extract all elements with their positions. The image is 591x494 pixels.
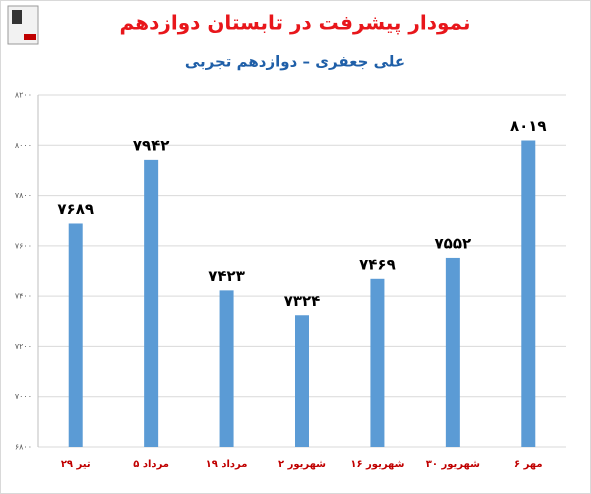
- y-tick-label: ۷۲۰۰: [15, 342, 32, 351]
- y-tick-label: ۸۲۰۰: [15, 91, 32, 100]
- bar: [295, 315, 309, 447]
- x-tick-label: ۲۹ تیر: [61, 459, 91, 470]
- x-tick-label: ۵ مرداد: [133, 459, 169, 470]
- bar: [521, 140, 536, 447]
- x-tick-label: ۱۶ شهریور: [350, 459, 404, 470]
- bar: [219, 290, 234, 447]
- value-label: ۷۳۲۴: [284, 292, 321, 310]
- bar: [445, 257, 460, 447]
- y-tick-label: ۷۴۰۰: [15, 292, 32, 301]
- y-tick-label: ۶۸۰۰: [15, 443, 32, 452]
- x-tick-label: ۶ مهر: [514, 459, 543, 470]
- y-tick-label: ۷۶۰۰: [15, 241, 32, 250]
- value-label: ۷۵۵۲: [435, 234, 472, 252]
- x-tick-label: ۱۹ مرداد: [206, 459, 248, 470]
- y-tick-label: ۷۸۰۰: [15, 191, 32, 200]
- chart-subtitle: علی جعفری – دوازدهم تجربی: [185, 53, 405, 71]
- logo: [7, 5, 39, 45]
- value-label: ۷۶۸۹: [57, 200, 94, 218]
- bar: [370, 278, 385, 447]
- chart-title: نمودار پیشرفت در تابستان دوازدهم: [120, 11, 471, 36]
- value-label: ۸۰۱۹: [510, 117, 547, 135]
- y-tick-label: ۸۰۰۰: [15, 141, 32, 150]
- y-tick-label: ۷۰۰۰: [15, 392, 32, 401]
- bar: [144, 159, 159, 447]
- x-tick-label: ۲ شهریور: [278, 459, 326, 470]
- bar: [68, 223, 83, 447]
- value-label: ۷۴۶۹: [359, 255, 396, 273]
- value-label: ۷۴۲۳: [208, 267, 245, 285]
- value-label: ۷۹۴۲: [133, 136, 170, 154]
- x-tick-label: ۳۰ شهریور: [426, 459, 480, 470]
